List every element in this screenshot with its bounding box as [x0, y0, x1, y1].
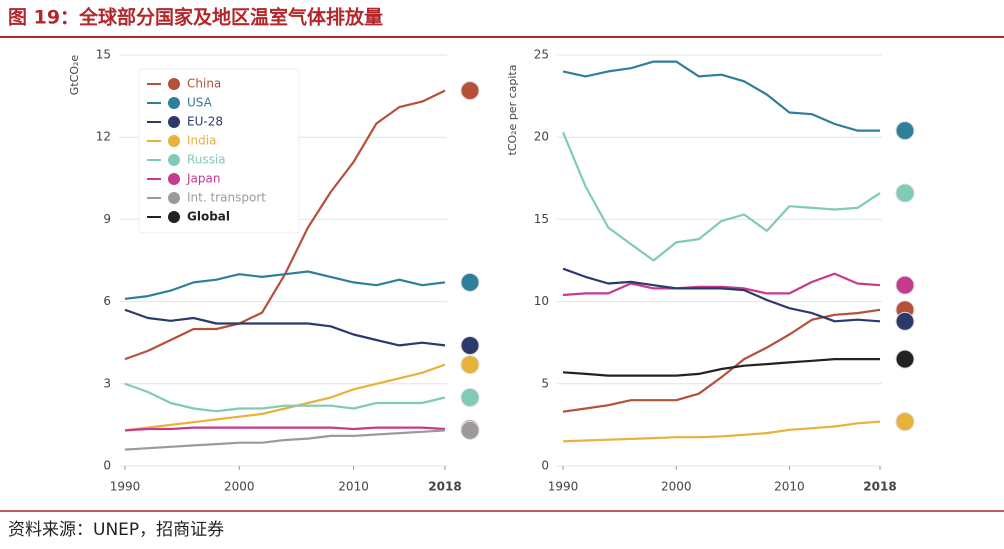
y-tick-label: 5 — [541, 376, 549, 390]
series-end-icon — [460, 272, 480, 292]
series-line — [562, 420, 881, 443]
y-tick-label: 25 — [534, 48, 549, 62]
x-tick-label: 2010 — [774, 480, 805, 494]
legend-label: India — [187, 134, 216, 148]
legend-icon — [168, 211, 180, 223]
series-line — [562, 308, 881, 413]
x-tick-label: 2000 — [224, 480, 255, 494]
series-end-icon — [895, 311, 915, 331]
y-axis-label: tCO₂e per capita — [506, 65, 519, 156]
legend-label: China — [187, 77, 221, 91]
source: 资料来源：UNEP，招商证券 — [8, 520, 224, 540]
legend-icon — [168, 173, 180, 185]
series-end-icon — [895, 412, 915, 432]
legend-label: Int. transport — [187, 191, 266, 205]
figure-title: 图 19：全球部分国家及地区温室气体排放量 — [8, 6, 383, 29]
y-tick-label: 10 — [534, 294, 549, 308]
series-end-icon — [460, 81, 480, 101]
legend-label: EU-28 — [187, 115, 223, 129]
y-tick-label: 9 — [103, 212, 111, 226]
series-line — [124, 308, 446, 347]
x-tick-label: 2010 — [338, 480, 369, 494]
series-line — [561, 131, 881, 262]
y-tick-label: 0 — [541, 459, 549, 473]
y-tick-label: 6 — [103, 294, 111, 308]
x-tick-label: 1990 — [110, 480, 141, 494]
legend-label: Global — [187, 210, 230, 224]
series-line — [562, 272, 881, 297]
y-tick-label: 3 — [103, 376, 111, 390]
series-end-icon — [895, 183, 915, 203]
legend-label: Russia — [187, 153, 226, 167]
series-end-icon — [460, 420, 480, 440]
legend-label: Japan — [186, 172, 220, 186]
legend-icon — [168, 154, 180, 166]
series-line — [124, 382, 446, 413]
y-axis-label: GtCO₂e — [68, 55, 81, 96]
series-line — [562, 358, 880, 377]
legend-box — [138, 68, 300, 234]
series-end-icon — [895, 121, 915, 141]
series-line — [124, 429, 446, 451]
series-end-icon — [460, 388, 480, 407]
x-tick-label: 2018 — [863, 480, 896, 494]
series-line — [124, 363, 446, 432]
x-tick-label: 2018 — [428, 480, 461, 494]
x-tick-label: 2000 — [661, 480, 692, 494]
y-tick-label: 12 — [96, 130, 111, 144]
series-end-icon — [895, 349, 915, 369]
series-end-icon — [895, 275, 915, 295]
legend-icon — [168, 78, 180, 90]
legend-icon — [168, 97, 180, 109]
y-tick-label: 0 — [103, 459, 111, 473]
legend-icon — [168, 116, 180, 128]
x-tick-label: 1990 — [548, 480, 579, 494]
series-end-icon — [460, 335, 480, 355]
series-line — [562, 60, 880, 132]
series-line — [562, 267, 881, 323]
series-end-icon — [460, 355, 480, 375]
series-line — [124, 270, 446, 300]
y-tick-label: 15 — [534, 212, 549, 226]
y-tick-label: 20 — [534, 130, 549, 144]
legend-label: USA — [187, 96, 213, 110]
y-tick-label: 15 — [96, 48, 111, 62]
series-line — [124, 426, 446, 432]
legend-icon — [168, 135, 180, 147]
legend-icon — [168, 192, 180, 204]
